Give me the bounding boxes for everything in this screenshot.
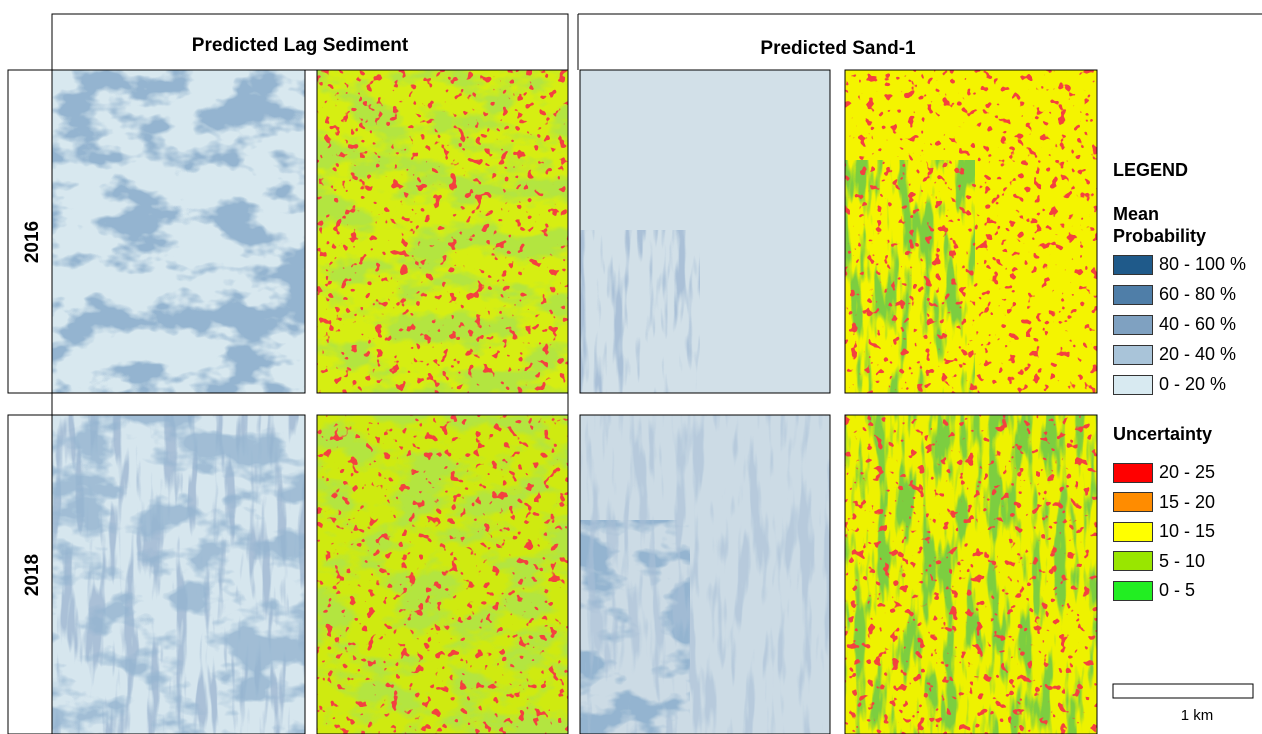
legend-label: 40 - 60 %	[1159, 314, 1236, 335]
map-panel	[52, 415, 305, 734]
legend-title: LEGEND	[1113, 160, 1188, 181]
map-panel	[580, 415, 830, 734]
legend-label: 20 - 40 %	[1159, 344, 1236, 365]
legend-swatch	[1113, 463, 1153, 483]
legend-label: 20 - 25	[1159, 462, 1215, 483]
legend-swatch	[1113, 581, 1153, 601]
legend-label: 10 - 15	[1159, 521, 1215, 542]
map-panel	[317, 415, 568, 734]
row-label: 2016	[22, 221, 43, 263]
legend-swatch	[1113, 315, 1153, 335]
legend-swatch	[1113, 375, 1153, 395]
legend-item: 20 - 40 %	[1113, 344, 1236, 365]
map-panel	[845, 70, 1097, 393]
legend-item: 40 - 60 %	[1113, 314, 1236, 335]
legend-item: 20 - 25	[1113, 462, 1215, 483]
legend-section-title: Mean Probability	[1113, 203, 1233, 247]
legend-section-title: Uncertainty	[1113, 423, 1233, 445]
legend-label: 15 - 20	[1159, 492, 1215, 513]
legend-label: 0 - 20 %	[1159, 374, 1226, 395]
legend-label: 80 - 100 %	[1159, 254, 1246, 275]
scale-bar	[1113, 684, 1253, 698]
legend-swatch	[1113, 551, 1153, 571]
legend-swatch	[1113, 285, 1153, 305]
map-panel	[52, 70, 305, 393]
map-panel	[317, 70, 568, 393]
legend-item: 60 - 80 %	[1113, 284, 1236, 305]
column-header: Predicted Sand-1	[760, 38, 916, 59]
legend-item: 10 - 15	[1113, 521, 1215, 542]
legend-item: 0 - 5	[1113, 580, 1195, 601]
legend-swatch	[1113, 492, 1153, 512]
legend-label: 60 - 80 %	[1159, 284, 1236, 305]
legend-item: 0 - 20 %	[1113, 374, 1226, 395]
map-grid: Predicted Lag Sediment Predicted Sand-1 …	[0, 0, 1262, 734]
legend-item: 5 - 10	[1113, 551, 1205, 572]
legend-item: 80 - 100 %	[1113, 254, 1246, 275]
figure: Predicted Lag Sediment Predicted Sand-1 …	[0, 0, 1262, 734]
legend-swatch	[1113, 522, 1153, 542]
column-header: Predicted Lag Sediment	[192, 35, 409, 56]
legend-item: 15 - 20	[1113, 492, 1215, 513]
scale-label: 1 km	[1181, 707, 1214, 724]
map-panel	[580, 70, 830, 393]
map-panel	[845, 415, 1097, 734]
legend-label: 5 - 10	[1159, 551, 1205, 572]
legend-swatch	[1113, 345, 1153, 365]
row-label: 2018	[22, 554, 43, 596]
legend-label: 0 - 5	[1159, 580, 1195, 601]
legend-swatch	[1113, 255, 1153, 275]
